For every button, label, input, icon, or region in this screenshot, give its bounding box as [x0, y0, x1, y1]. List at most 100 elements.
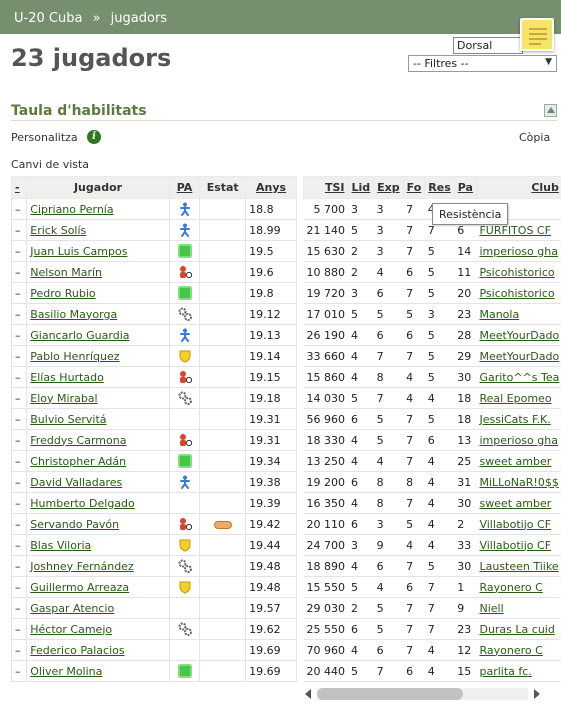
player-link[interactable]: Erick Solís	[30, 223, 87, 237]
table-row: 29 030 2 5 7 7 9 Niell	[303, 597, 561, 619]
player-link[interactable]: Giancarlo Guardia	[30, 328, 130, 342]
exp-cell: 9	[373, 534, 404, 556]
personalize-link[interactable]: Personalitza	[11, 131, 78, 144]
col-header-res[interactable]: Res	[424, 176, 455, 199]
player-name-cell: Oliver Molina	[26, 660, 170, 682]
player-link[interactable]: David Valladares	[30, 475, 123, 489]
player-link[interactable]: Eloy Mirabal	[30, 391, 98, 405]
table-row: – Federico Palacios 19.69	[10, 639, 297, 661]
defender-icon	[179, 581, 191, 594]
pa-value-cell: 13	[454, 429, 477, 451]
player-link[interactable]: Freddys Carmona	[30, 433, 127, 447]
club-link[interactable]: MiLLoNaR!0$$	[479, 475, 559, 489]
player-link[interactable]: Juan Luis Campos	[30, 244, 128, 258]
scroll-left-icon[interactable]	[305, 689, 311, 699]
club-link[interactable]: MeetYourDado	[479, 328, 560, 342]
player-link[interactable]: Elías Hurtado	[30, 370, 104, 384]
fo-cell: 7	[403, 240, 425, 262]
player-link[interactable]: Oliver Molina	[30, 664, 103, 678]
defender-icon	[179, 539, 191, 552]
player-link[interactable]: Héctor Camejo	[30, 622, 113, 636]
club-link[interactable]: Psicohistorico	[479, 265, 555, 279]
player-link[interactable]: Basilio Mayorga	[30, 307, 118, 321]
col-header-player[interactable]: Jugador	[26, 176, 170, 199]
player-link[interactable]: Servando Pavón	[30, 517, 120, 531]
club-link[interactable]: imperioso gha	[479, 433, 558, 447]
age-cell: 19.6	[245, 261, 297, 283]
player-link[interactable]: Federico Palacios	[30, 643, 125, 657]
player-link[interactable]: Humberto Delgado	[30, 496, 135, 510]
club-link[interactable]: Villabotijo CF	[479, 517, 552, 531]
collapse-button[interactable]	[544, 104, 557, 117]
table-row: – Nelson Marín 19.6	[10, 261, 297, 283]
club-link[interactable]: Duras La cuid	[479, 622, 555, 636]
scroll-right-icon[interactable]	[534, 689, 540, 699]
row-dash: –	[10, 639, 28, 661]
player-link[interactable]: Blas Viloria	[30, 538, 92, 552]
player-link[interactable]: Pablo Henríquez	[30, 349, 120, 363]
club-link[interactable]: Rayonero C	[479, 580, 543, 594]
club-link[interactable]: Lausteen Tiike	[479, 559, 559, 573]
club-link[interactable]: MeetYourDado	[479, 349, 560, 363]
club-link[interactable]: Psicohistorico	[479, 286, 555, 300]
club-link[interactable]: parlita fc.	[479, 664, 532, 678]
col-header-age[interactable]: Anys	[245, 176, 297, 199]
club-link[interactable]: JessiCats F.K.	[479, 412, 551, 426]
club-link[interactable]: Real Epomeo	[479, 391, 552, 405]
col-header-pa[interactable]: Pa	[453, 176, 477, 199]
fo-cell: 6	[403, 324, 425, 346]
col-header-exp[interactable]: Exp	[373, 176, 404, 199]
table-row: – Oliver Molina 19.69	[10, 660, 297, 682]
club-link[interactable]: Niell	[479, 601, 504, 615]
scroll-thumb[interactable]	[317, 688, 463, 700]
pa-value-cell: 2	[454, 513, 477, 535]
col-header-pa[interactable]: PA	[168, 176, 201, 199]
player-name-cell: Eloy Mirabal	[26, 387, 170, 409]
player-link[interactable]: Joshney Fernández	[30, 559, 134, 573]
copy-link[interactable]: Còpia	[519, 131, 551, 144]
player-link[interactable]: Christopher Adán	[30, 454, 127, 468]
filter-select[interactable]: -- Filtres -- ▼	[408, 55, 557, 72]
club-link[interactable]: Rayonero C	[479, 643, 543, 657]
club-link[interactable]: Manola	[479, 307, 520, 321]
breadcrumb-team[interactable]: U-20 Cuba	[14, 11, 83, 26]
table-row: 19 200 6 8 8 4 31 MiLLoNaR!0$$	[303, 471, 561, 493]
horizontal-scrollbar[interactable]	[303, 686, 542, 702]
lid-cell: 2	[348, 597, 374, 619]
club-link[interactable]: Villabotijo CF	[479, 538, 552, 552]
view-change-link[interactable]: Canvi de vista	[11, 158, 90, 171]
club-link[interactable]: imperioso gha	[479, 244, 558, 258]
status-cell	[199, 660, 247, 682]
player-name-cell: Juan Luis Campos	[26, 240, 170, 262]
col-header-status[interactable]: Estat	[199, 176, 247, 199]
player-link[interactable]: Gaspar Atencio	[30, 601, 115, 615]
info-icon[interactable]: i	[87, 130, 101, 144]
col-header-fo[interactable]: Fo	[402, 176, 426, 199]
player-link[interactable]: Guillermo Arreaza	[30, 580, 130, 594]
res-cell: 7	[424, 576, 455, 598]
player-name-cell: Pedro Rubio	[26, 282, 170, 304]
player-link[interactable]: Cipriano Pernía	[30, 202, 114, 216]
player-link[interactable]: Pedro Rubio	[30, 286, 96, 300]
club-link[interactable]: Garito^^s Tea	[479, 370, 560, 384]
table-row: 18 890 4 6 7 5 30 Lausteen Tiike	[303, 555, 561, 577]
sort-select[interactable]: Dorsal	[453, 37, 523, 54]
col-header-tsi[interactable]: TSI	[303, 176, 349, 199]
exp-cell: 8	[373, 471, 404, 493]
player-link[interactable]: Bulvio Servitá	[30, 412, 107, 426]
club-cell: Real Epomeo	[476, 387, 561, 409]
col-header-club[interactable]: Club	[475, 176, 561, 199]
age-cell: 19.8	[245, 282, 297, 304]
club-link[interactable]: sweet amber	[479, 454, 552, 468]
note-icon[interactable]	[520, 18, 554, 51]
lid-cell: 6	[348, 618, 374, 640]
club-link[interactable]: sweet amber	[479, 496, 552, 510]
club-link[interactable]: FURFITOS CF	[479, 223, 551, 237]
col-header-lid[interactable]: Lid	[347, 176, 375, 199]
row-dash: –	[10, 219, 28, 241]
row-dash: –	[10, 429, 28, 451]
lid-cell: 6	[348, 471, 374, 493]
player-link[interactable]: Nelson Marín	[30, 265, 103, 279]
col-header-dash[interactable]: -	[10, 176, 28, 199]
pa-cell	[168, 450, 201, 472]
